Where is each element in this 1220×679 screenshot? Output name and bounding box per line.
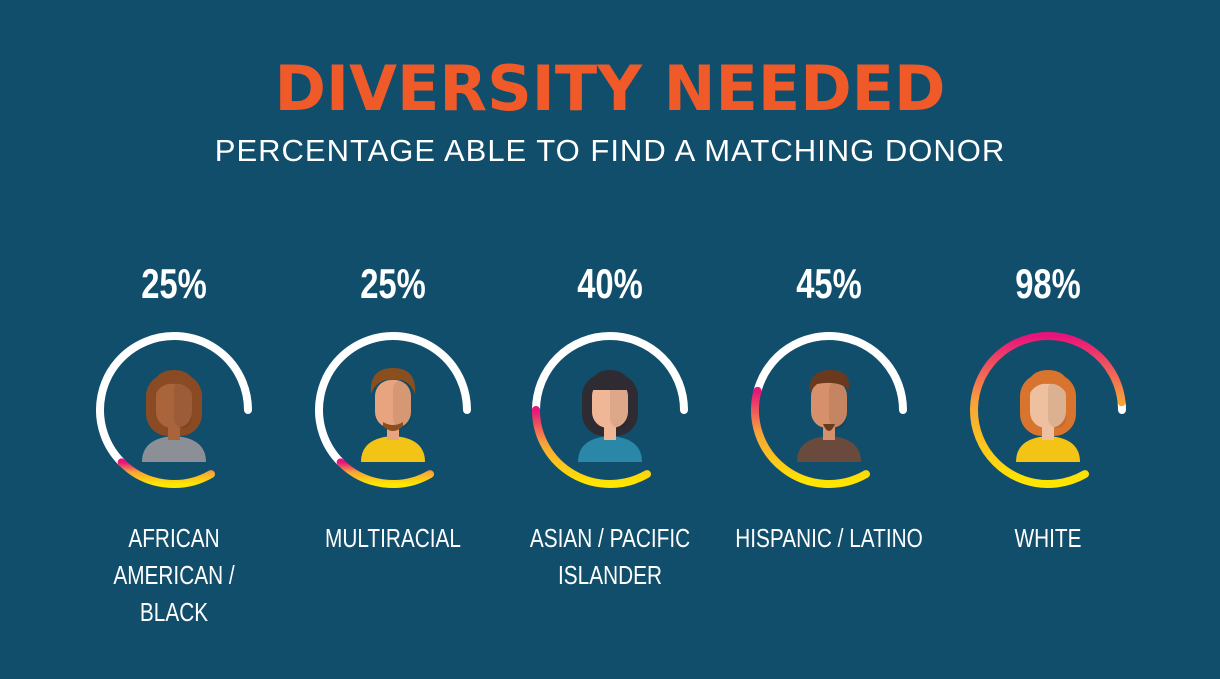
gauge-ring [315,332,471,488]
gauge-fill [751,386,870,488]
gauge-fill [532,406,651,488]
hispanic-man-icon [797,370,861,462]
multiracial-man-icon [361,368,425,462]
gauge-track [96,332,252,467]
gauge-column-hispanic: 45% HISPANIC / LATINO [719,0,939,679]
data-label: 98% [1015,260,1081,307]
african-american-woman-icon [142,370,206,462]
data-label: 25% [141,260,207,307]
category-label: AFRICAN AMERICAN / BLACK [113,523,235,627]
gauge-column-multiracial: 25% MULTIRACIAL [283,0,503,679]
gauge-column-white: 98% WHITE [938,0,1158,679]
gauge-fill [117,458,215,488]
gauge-column-african-american: 25% AFRICAN AMERICAN / BLACK [64,0,284,679]
category-label: WHITE [1014,523,1082,553]
gauge-track [315,332,471,467]
gauge-ring [970,332,1126,488]
gauge-ring [751,332,907,488]
gauge-fill [970,332,1126,488]
gauge-track [753,332,907,414]
category-label: HISPANIC / LATINO [735,523,923,553]
page-title: DIVERSITY NEEDED [274,52,946,125]
data-label: 45% [796,260,862,307]
category-label: MULTIRACIAL [325,523,461,553]
data-label: 25% [360,260,426,307]
gauge-ring [532,332,688,488]
gauge-track [532,332,688,414]
gauge-ring [96,332,252,488]
gauge-column-asian: 40% ASIAN / PACIFIC ISLANDER [500,0,720,679]
white-woman-icon [1016,370,1080,462]
page-subtitle: PERCENTAGE ABLE TO FIND A MATCHING DONOR [214,133,1006,168]
gauge-fill [336,458,434,488]
asian-woman-icon [578,370,642,462]
data-label: 40% [577,260,643,307]
category-label: ASIAN / PACIFIC ISLANDER [529,523,691,590]
